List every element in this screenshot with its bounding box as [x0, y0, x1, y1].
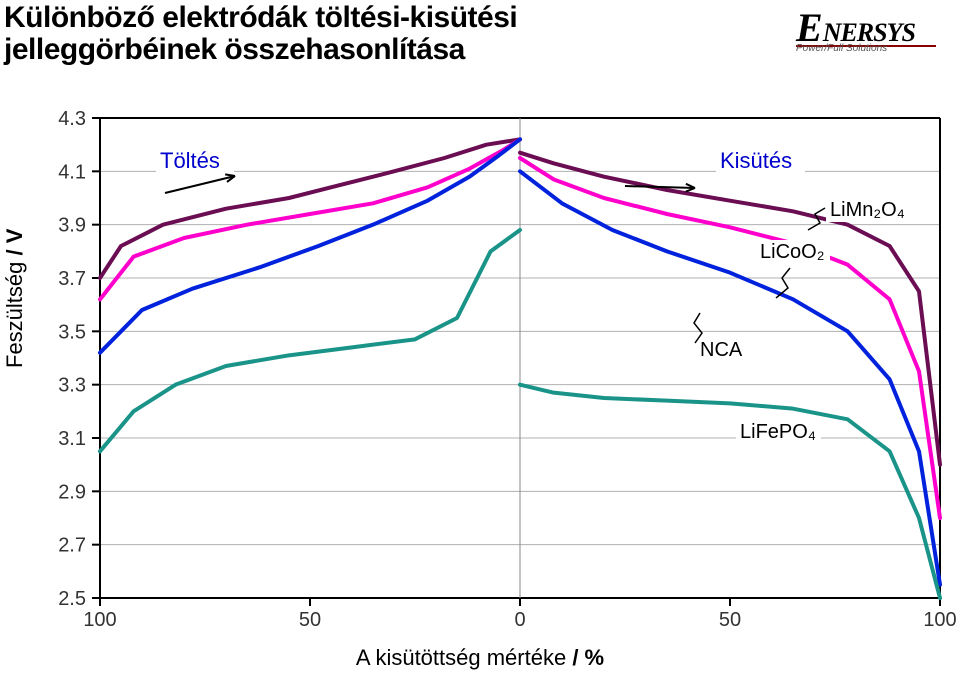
x-axis-label-text: A kisütöttség mértéke [356, 645, 566, 670]
svg-text:Kisütés: Kisütés [720, 148, 792, 173]
svg-text:50: 50 [719, 609, 741, 631]
svg-text:LiCoO₂: LiCoO₂ [760, 241, 824, 263]
svg-text:3.3: 3.3 [58, 375, 86, 397]
svg-text:2.5: 2.5 [58, 588, 86, 610]
svg-text:0: 0 [514, 609, 525, 631]
svg-text:LiFePO₄: LiFePO₄ [740, 421, 816, 443]
svg-text:4.1: 4.1 [58, 161, 86, 183]
svg-text:100: 100 [923, 609, 956, 631]
svg-text:100: 100 [83, 609, 116, 631]
logo-tagline: Power/Full Solutions [796, 43, 936, 54]
plot-svg: 2.5 2.7 2.9 3.1 3.3 3.5 3.7 3.9 4.1 4.3 100 50 0 50 10… [0, 108, 960, 673]
title-line-2: jelleggörbéinek összehasonlítása [4, 34, 517, 66]
page-title: Különböző elektródák töltési-kisütési je… [4, 2, 517, 65]
svg-text:NCA: NCA [700, 339, 743, 361]
svg-text:3.7: 3.7 [58, 268, 86, 290]
svg-text:2.9: 2.9 [58, 481, 86, 503]
x-axis-label: A kisütöttség mértéke / % [0, 645, 960, 671]
svg-text:LiMn₂O₄: LiMn₂O₄ [830, 199, 905, 221]
chart: Feszültség / V 2.52.72.93.13.33.53.73.94… [0, 108, 960, 673]
x-axis-unit: / % [566, 645, 604, 670]
logo: ENERSYS Power/Full Solutions [796, 4, 936, 54]
svg-text:3.9: 3.9 [58, 215, 86, 237]
title-line-1: Különböző elektródák töltési-kisütési [4, 2, 517, 34]
svg-text:2.7: 2.7 [58, 535, 86, 557]
svg-text:4.3: 4.3 [58, 108, 86, 130]
svg-text:3.5: 3.5 [58, 321, 86, 343]
svg-text:Töltés: Töltés [160, 148, 220, 173]
svg-text:3.1: 3.1 [58, 428, 86, 450]
svg-text:50: 50 [299, 609, 321, 631]
